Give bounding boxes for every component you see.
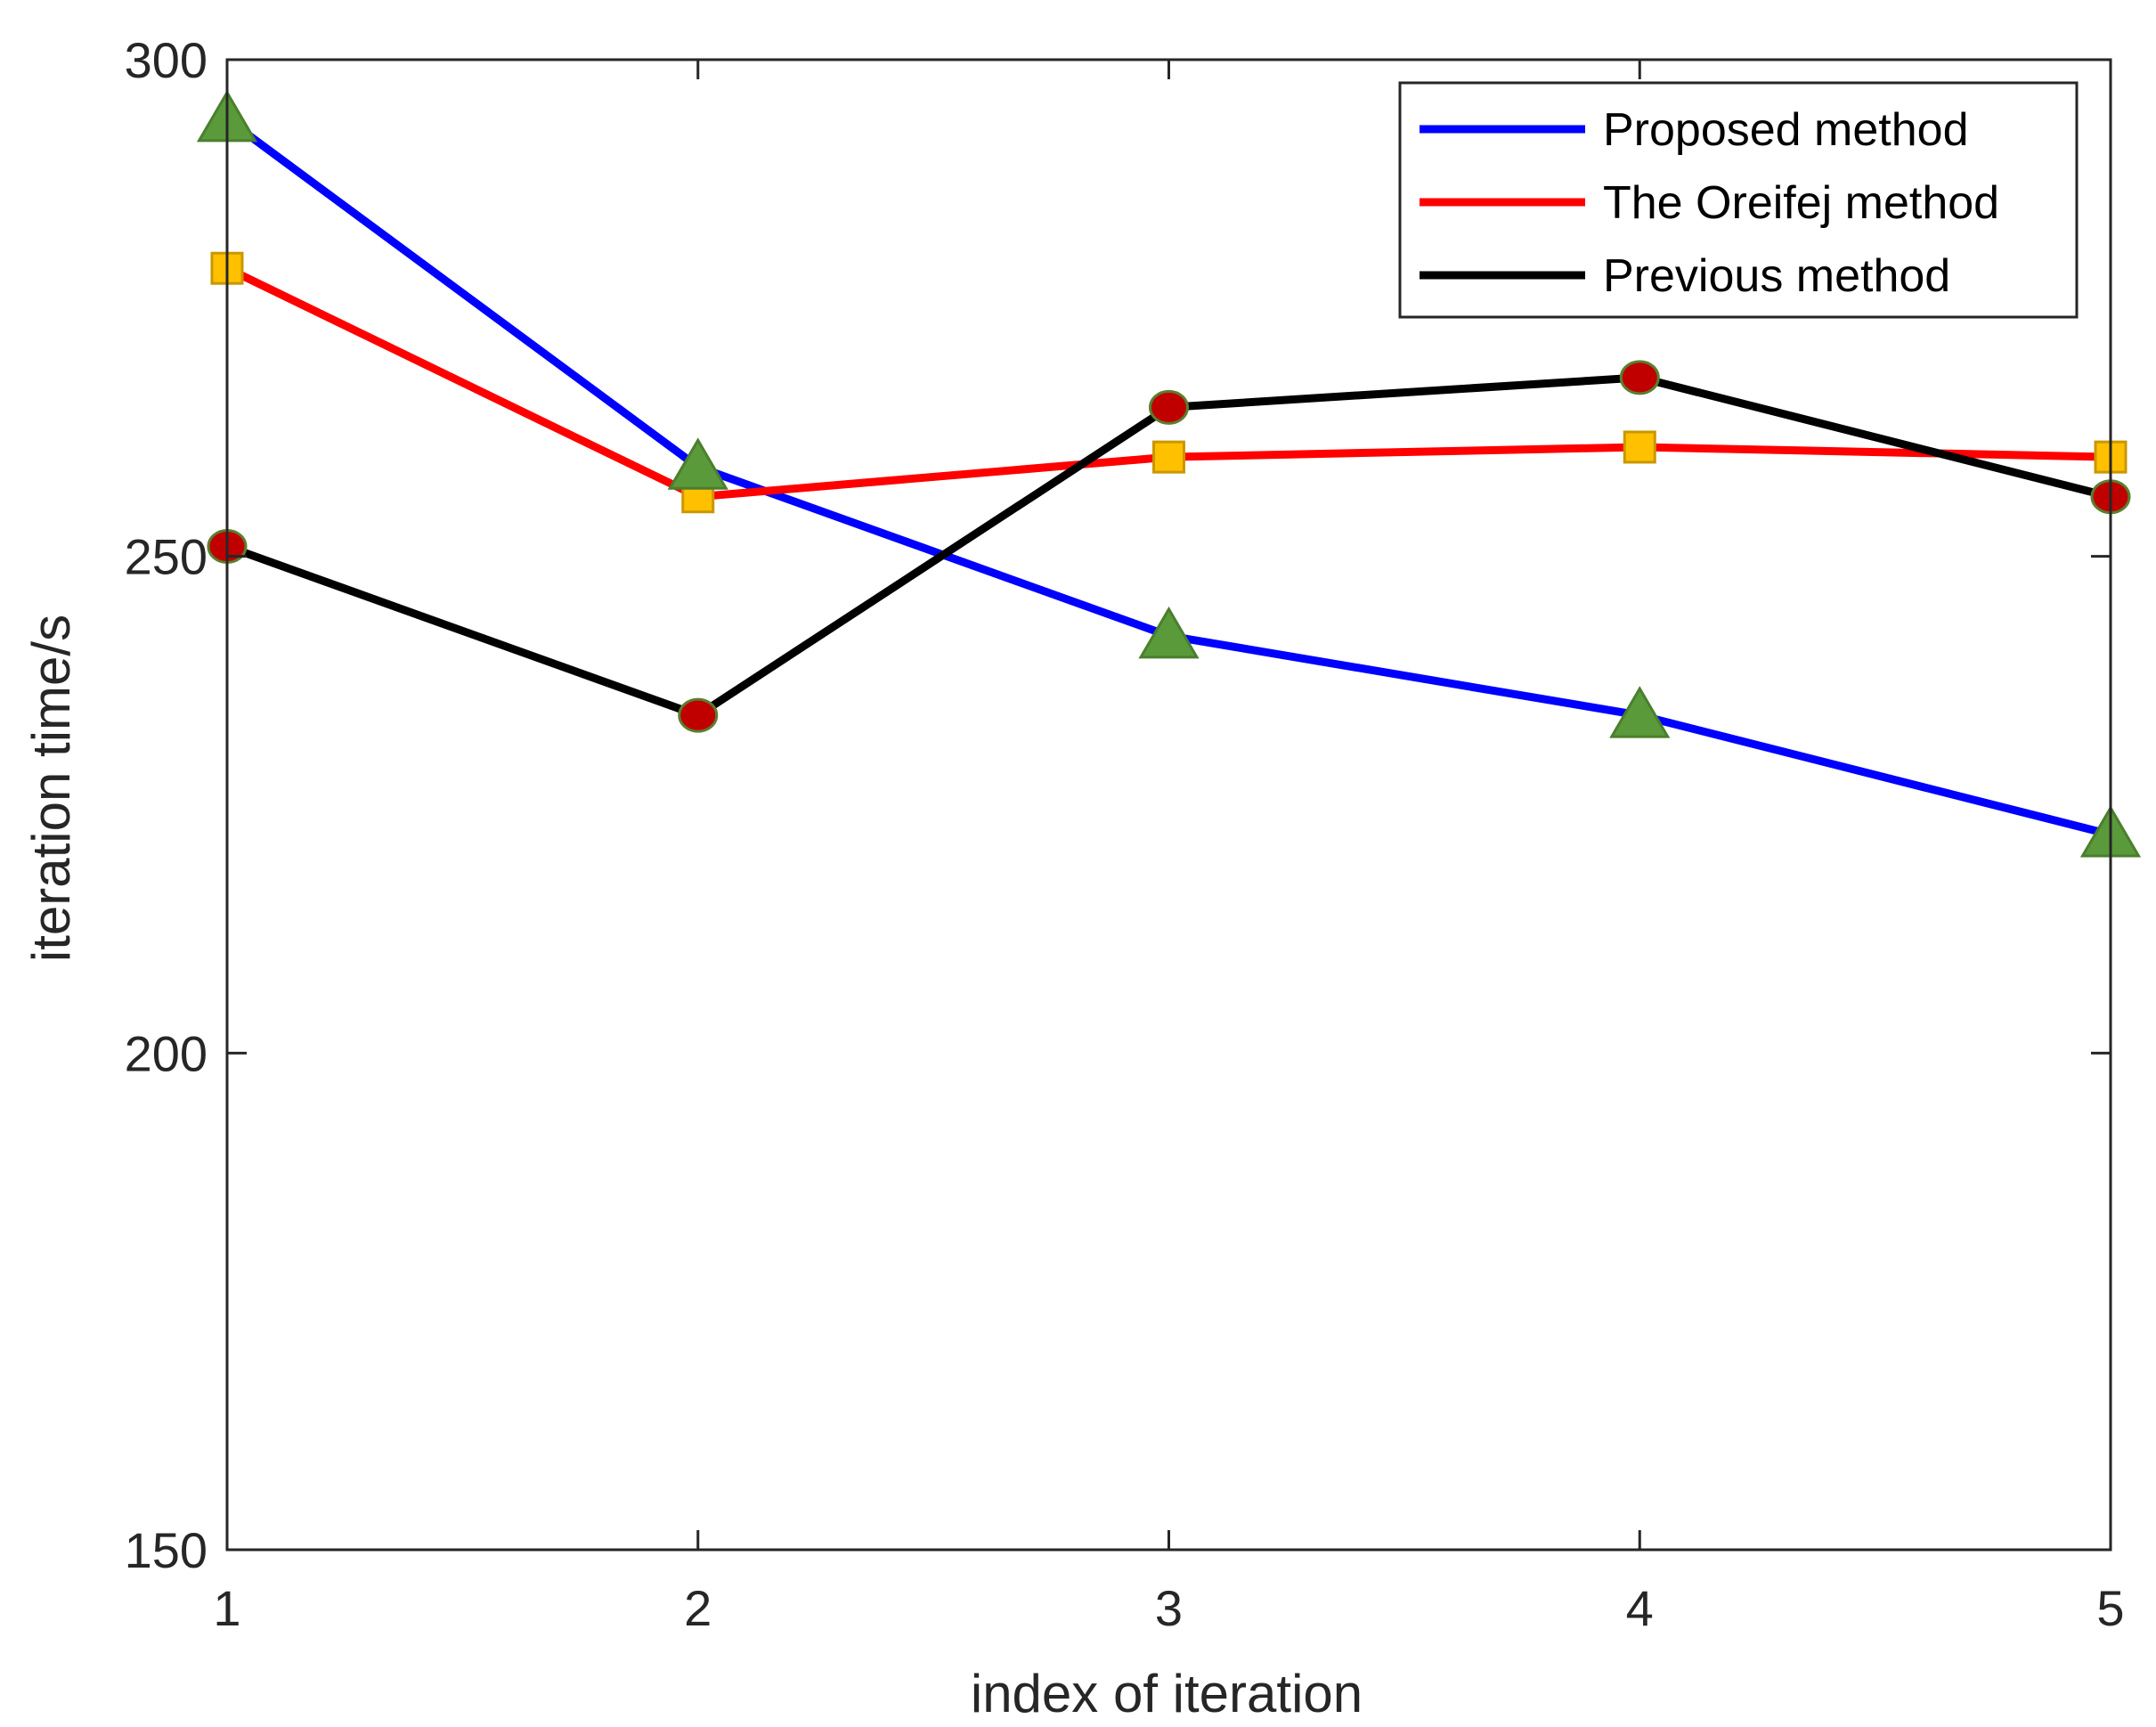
x-tick-label: 4 xyxy=(1626,1580,1654,1636)
data-point-previous-method xyxy=(1619,360,1660,395)
legend: Proposed method The Oreifej method Previou… xyxy=(1398,81,2079,319)
legend-label: Proposed method xyxy=(1603,104,1969,156)
data-point-previous-method xyxy=(678,697,719,733)
legend-label: The Oreifej method xyxy=(1603,177,1999,229)
x-axis-title: index of iteration xyxy=(971,1664,1363,1723)
y-axis-title: iteration time/s xyxy=(21,615,81,962)
x-tick-label: 3 xyxy=(1155,1580,1183,1636)
x-tick-label: 5 xyxy=(2096,1580,2124,1636)
legend-label: Previous method xyxy=(1603,250,1950,302)
x-tick-label: 2 xyxy=(684,1580,712,1636)
data-point-the-oreifej-method xyxy=(1623,430,1656,464)
data-point-proposed-method xyxy=(1609,686,1671,738)
y-tick-label: 150 xyxy=(125,1522,207,1578)
y-tick-label: 300 xyxy=(125,32,207,88)
x-tick-label: 1 xyxy=(213,1580,240,1636)
data-point-the-oreifej-method xyxy=(1152,440,1185,474)
data-point-proposed-method xyxy=(667,437,728,490)
y-tick-label: 250 xyxy=(125,529,207,585)
data-point-previous-method xyxy=(1149,389,1189,425)
y-tick-label: 200 xyxy=(125,1025,207,1081)
data-point-proposed-method xyxy=(1138,606,1200,659)
